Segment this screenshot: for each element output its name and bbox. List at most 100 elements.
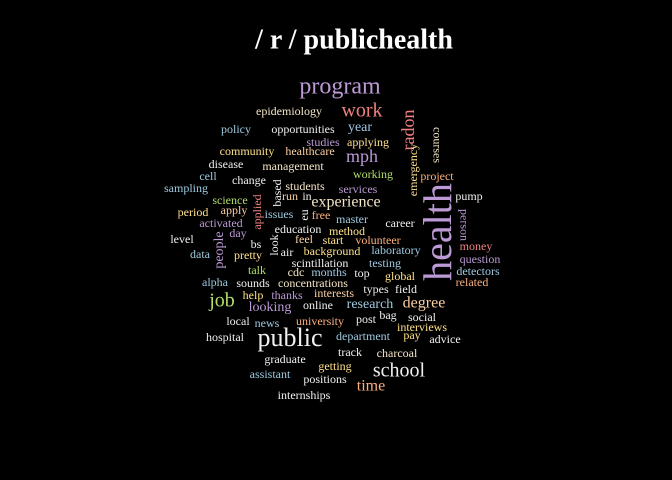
word: level bbox=[170, 232, 194, 246]
word: epidemiology bbox=[256, 104, 322, 118]
word: mph bbox=[346, 146, 378, 166]
word: work bbox=[341, 100, 382, 122]
word: research bbox=[347, 297, 394, 312]
word: program bbox=[299, 74, 381, 100]
word: day bbox=[229, 226, 246, 240]
word: change bbox=[232, 173, 266, 187]
word: radon bbox=[398, 110, 418, 151]
word: free bbox=[312, 208, 331, 222]
word: advice bbox=[429, 332, 460, 346]
word: bs bbox=[251, 237, 262, 251]
word: positions bbox=[303, 372, 347, 386]
word: year bbox=[348, 120, 372, 135]
word: social bbox=[408, 310, 437, 324]
word: air bbox=[281, 245, 294, 259]
word: feel bbox=[295, 232, 314, 246]
word: health bbox=[415, 183, 460, 281]
word: science bbox=[212, 193, 247, 207]
word: months bbox=[311, 265, 347, 279]
word: school bbox=[373, 360, 426, 382]
word: time bbox=[357, 378, 385, 395]
word: local bbox=[226, 314, 250, 328]
word: master bbox=[336, 212, 368, 226]
word: people bbox=[212, 231, 227, 268]
word: post bbox=[356, 312, 377, 326]
word: field bbox=[395, 282, 417, 296]
word: person bbox=[457, 209, 471, 241]
word: students bbox=[285, 179, 325, 193]
word: track bbox=[338, 345, 362, 359]
word: charcoal bbox=[377, 346, 418, 360]
word: policy bbox=[221, 122, 251, 136]
word: detectors bbox=[456, 264, 500, 278]
word: internships bbox=[278, 388, 331, 402]
word: university bbox=[296, 314, 344, 328]
word: interviews bbox=[397, 320, 447, 334]
word: laboratory bbox=[371, 243, 420, 257]
word: opportunities bbox=[271, 122, 335, 136]
word: community bbox=[220, 144, 275, 158]
word: bag bbox=[379, 308, 396, 322]
word: look bbox=[267, 234, 281, 255]
word: education bbox=[275, 222, 322, 236]
word: emergency bbox=[406, 144, 420, 196]
chart-title: / r / publichealth bbox=[254, 24, 453, 55]
word: interests bbox=[314, 286, 354, 300]
word: eu bbox=[297, 209, 311, 220]
word: services bbox=[339, 182, 378, 196]
word: career bbox=[385, 216, 414, 230]
word: degree bbox=[403, 295, 446, 312]
word: sounds bbox=[236, 276, 270, 290]
word: public bbox=[258, 323, 323, 352]
word: testing bbox=[369, 256, 401, 270]
word: thanks bbox=[271, 288, 303, 302]
word: courses bbox=[430, 127, 444, 163]
word: data bbox=[190, 247, 211, 261]
word: applied bbox=[250, 194, 264, 229]
word: hospital bbox=[206, 330, 245, 344]
word: background bbox=[304, 244, 361, 258]
word: pretty bbox=[234, 248, 262, 262]
word: news bbox=[255, 316, 280, 330]
word: top bbox=[354, 266, 369, 280]
word: applying bbox=[347, 135, 389, 149]
word: alpha bbox=[202, 275, 229, 289]
word: based bbox=[270, 179, 284, 206]
word: apply bbox=[221, 203, 248, 217]
word: looking bbox=[249, 300, 292, 315]
word: period bbox=[178, 205, 209, 219]
word: online bbox=[303, 298, 333, 312]
word: start bbox=[323, 233, 344, 247]
word: cell bbox=[199, 169, 217, 183]
word: disease bbox=[209, 157, 244, 171]
word: money bbox=[460, 239, 493, 253]
word: pay bbox=[403, 328, 420, 342]
word: project bbox=[420, 169, 454, 183]
word: method bbox=[329, 224, 365, 238]
word: management bbox=[262, 159, 324, 173]
word: issues bbox=[265, 207, 294, 221]
word: concentrations bbox=[278, 276, 348, 290]
word: scintillation bbox=[292, 256, 349, 270]
word: related bbox=[456, 275, 489, 289]
word: question bbox=[460, 252, 501, 266]
word: getting bbox=[318, 359, 351, 373]
word: studies bbox=[306, 135, 340, 149]
word: cdc bbox=[288, 265, 305, 279]
word: experience bbox=[311, 194, 380, 211]
word: sampling bbox=[164, 181, 208, 195]
word: types bbox=[363, 282, 389, 296]
word: graduate bbox=[264, 352, 305, 366]
word: healthcare bbox=[285, 144, 334, 158]
word: department bbox=[336, 329, 391, 343]
word: activated bbox=[199, 216, 242, 230]
word: volunteer bbox=[355, 233, 400, 247]
word: in bbox=[302, 189, 311, 203]
word: global bbox=[385, 269, 416, 283]
word: assistant bbox=[250, 367, 291, 381]
word: working bbox=[353, 167, 393, 181]
word: run bbox=[282, 189, 298, 203]
word: job bbox=[208, 290, 235, 312]
word: help bbox=[243, 288, 264, 302]
